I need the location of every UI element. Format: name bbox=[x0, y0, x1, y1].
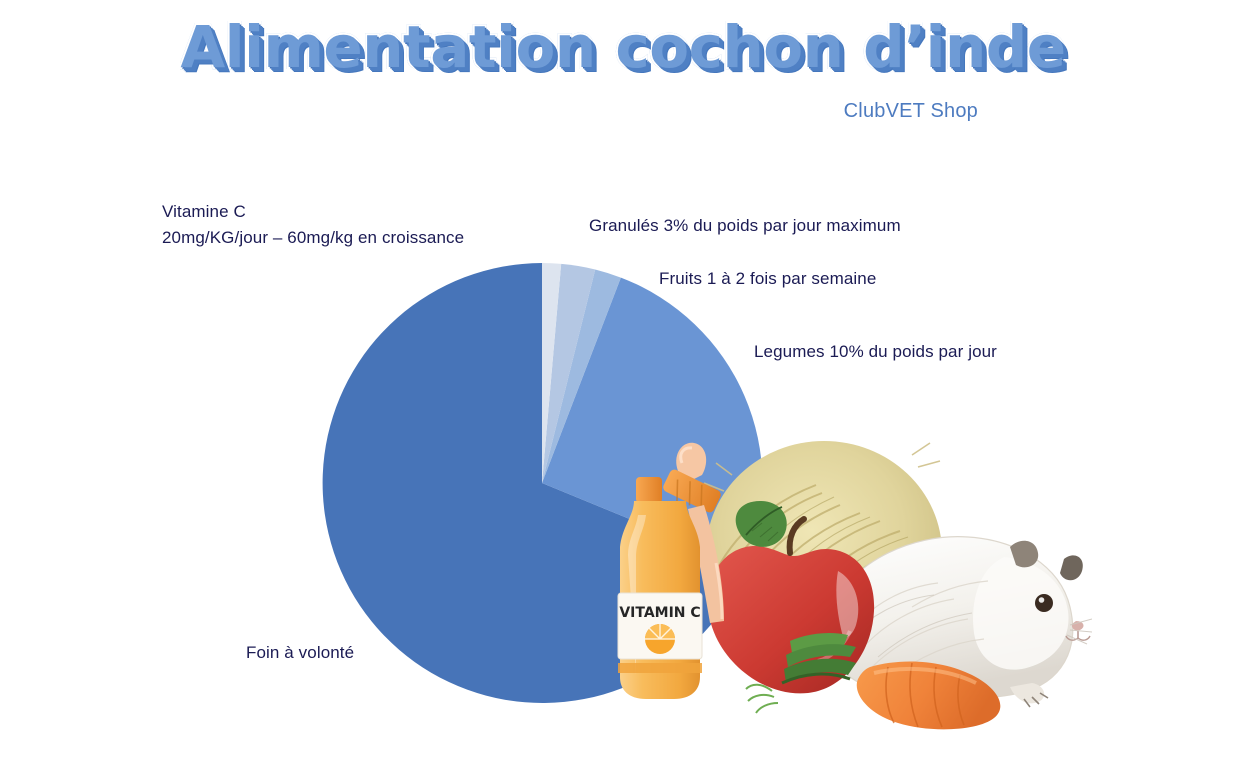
apple-icon bbox=[708, 501, 875, 694]
page-title: Alimentation cochon d’inde bbox=[178, 13, 1068, 81]
bottle-label-text: VITAMIN C bbox=[619, 605, 700, 621]
annotation-granules: Granulés 3% du poids par jour maximum bbox=[589, 216, 901, 235]
celery-greens-icon bbox=[745, 633, 856, 714]
pie-slice-granules[interactable] bbox=[542, 263, 562, 483]
page-title-wrapper: Alimentation cochon d’inde bbox=[0, 13, 1246, 81]
vitamin-c-bottle-icon: VITAMIN C bbox=[617, 442, 724, 699]
annotation-foin: Foin à volonté bbox=[246, 643, 355, 662]
guinea-pig-icon bbox=[825, 536, 1092, 708]
annotation-legumes: Legumes 10% du poids par jour bbox=[754, 342, 997, 361]
brand-subtitle: ClubVET Shop bbox=[843, 100, 978, 122]
pie-slice-supplement[interactable] bbox=[542, 269, 621, 483]
food-illustration: VITAMIN C bbox=[617, 441, 1092, 730]
annotation-vitamin-c: Vitamine C 20mg/KG/jour – 60mg/kg en cro… bbox=[162, 202, 465, 248]
annotation-fruits: Fruits 1 à 2 fois par semaine bbox=[659, 269, 877, 288]
orange-slice-icon bbox=[645, 624, 675, 654]
pie-slice-fruits[interactable] bbox=[542, 263, 596, 483]
carrot-icon bbox=[856, 661, 1001, 730]
